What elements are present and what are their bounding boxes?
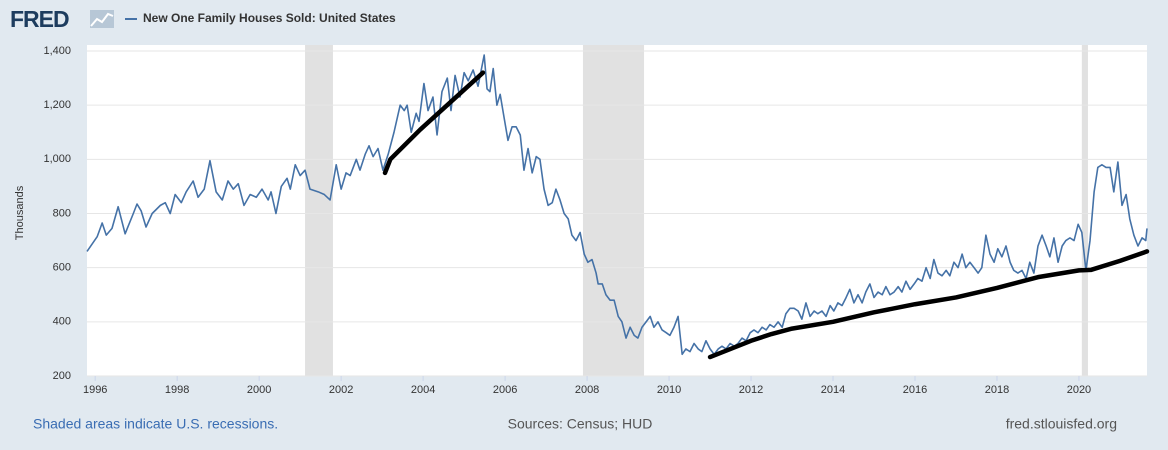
data-line	[86, 54, 1148, 356]
recession-band	[305, 45, 333, 376]
x-tick-label: 2016	[903, 384, 927, 396]
trend-line	[707, 249, 1150, 360]
footer-url[interactable]: fred.stlouisfed.org	[1006, 416, 1117, 432]
x-tick-label: 2006	[493, 384, 517, 396]
x-tick-label: 2014	[821, 384, 845, 396]
chart-title: New One Family Houses Sold: United State…	[143, 11, 396, 25]
y-tick-label: 400	[53, 316, 71, 328]
x-tick-label: 2010	[657, 384, 681, 396]
y-tick-label: 1,400	[43, 45, 71, 57]
y-tick-label: 800	[53, 207, 71, 219]
y-axis-label: Thousands	[14, 185, 26, 240]
footer-sources: Sources: Census; HUD	[508, 416, 653, 432]
x-tick-label: 2012	[739, 384, 763, 396]
footer-note[interactable]: Shaded areas indicate U.S. recessions.	[33, 416, 278, 432]
x-tick-label: 2002	[329, 384, 353, 396]
x-tick-label: 2020	[1067, 384, 1091, 396]
x-tick-label: 2008	[575, 384, 599, 396]
trend-line	[382, 70, 486, 176]
x-tick-label: 1996	[83, 384, 107, 396]
y-tick-label: 1,000	[43, 153, 71, 165]
logo: FRED	[10, 6, 69, 32]
x-tick-label: 1998	[165, 384, 189, 396]
y-tick-label: 600	[53, 262, 71, 274]
logo-icon	[90, 10, 114, 28]
x-tick-label: 2004	[411, 384, 435, 396]
x-tick-label: 2018	[985, 384, 1009, 396]
recession-band	[582, 45, 645, 376]
y-tick-label: 200	[53, 370, 71, 382]
recession-band	[1081, 45, 1088, 376]
x-tick-label: 2000	[247, 384, 271, 396]
y-tick-label: 1,200	[43, 99, 71, 111]
